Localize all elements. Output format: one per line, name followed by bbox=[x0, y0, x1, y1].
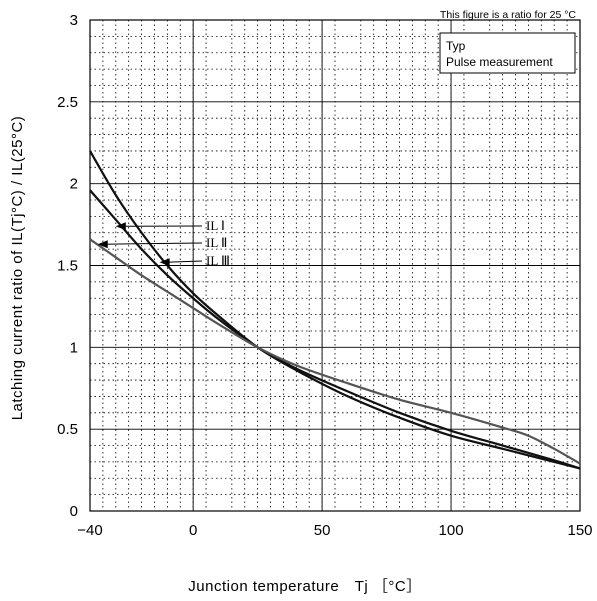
series-label-1: IL Ⅰ bbox=[206, 218, 225, 233]
x-axis-label: Junction temperature Tj ［°C］ bbox=[188, 578, 421, 595]
series-label-3: IL Ⅲ bbox=[206, 253, 230, 268]
ratio-note: This figure is a ratio for 25 °C bbox=[440, 9, 577, 21]
series-labels: IL Ⅰ IL Ⅱ IL Ⅲ bbox=[97, 218, 230, 268]
series-layer bbox=[89, 150, 581, 470]
y-tick-labels: 0 0.5 1 1.5 2 2.5 3 bbox=[57, 12, 78, 520]
y-axis-label: Latching current ratio of IL(Tj°C) / IL(… bbox=[9, 116, 26, 421]
x-tick-label: 150 bbox=[567, 522, 592, 539]
legend-frame bbox=[439, 32, 576, 74]
y-tick-label: 1.5 bbox=[57, 258, 78, 275]
plot-frame bbox=[89, 19, 581, 512]
y-tick-label: 0.5 bbox=[57, 421, 78, 438]
y-tick-label: 2.5 bbox=[57, 94, 78, 111]
x-tick-label: 0 bbox=[189, 522, 197, 539]
series-label-leader bbox=[165, 260, 203, 263]
legend-pulse-measurement: Pulse measurement bbox=[446, 55, 553, 69]
arrow-head-icon bbox=[97, 240, 108, 249]
series-label-leader bbox=[103, 242, 203, 245]
y-tick-label: 3 bbox=[70, 12, 78, 29]
x-tick-labels: −40 0 50 100 150 bbox=[77, 522, 592, 539]
legend-box: Typ Pulse measurement bbox=[439, 32, 576, 74]
series-line-2 bbox=[89, 189, 581, 470]
arrow-head-icon bbox=[115, 222, 126, 231]
y-tick-label: 1 bbox=[70, 339, 78, 356]
x-tick-label: 100 bbox=[439, 522, 464, 539]
series-label-2: IL Ⅱ bbox=[206, 235, 227, 250]
x-tick-label: −40 bbox=[77, 522, 102, 539]
series-line-3 bbox=[89, 238, 581, 465]
x-tick-label: 50 bbox=[314, 522, 331, 539]
y-tick-label: 2 bbox=[70, 176, 78, 193]
arrow-head-icon bbox=[159, 258, 170, 267]
y-tick-label: 0 bbox=[70, 503, 78, 520]
legend-typ: Typ bbox=[446, 39, 466, 53]
major-grid bbox=[90, 20, 580, 511]
